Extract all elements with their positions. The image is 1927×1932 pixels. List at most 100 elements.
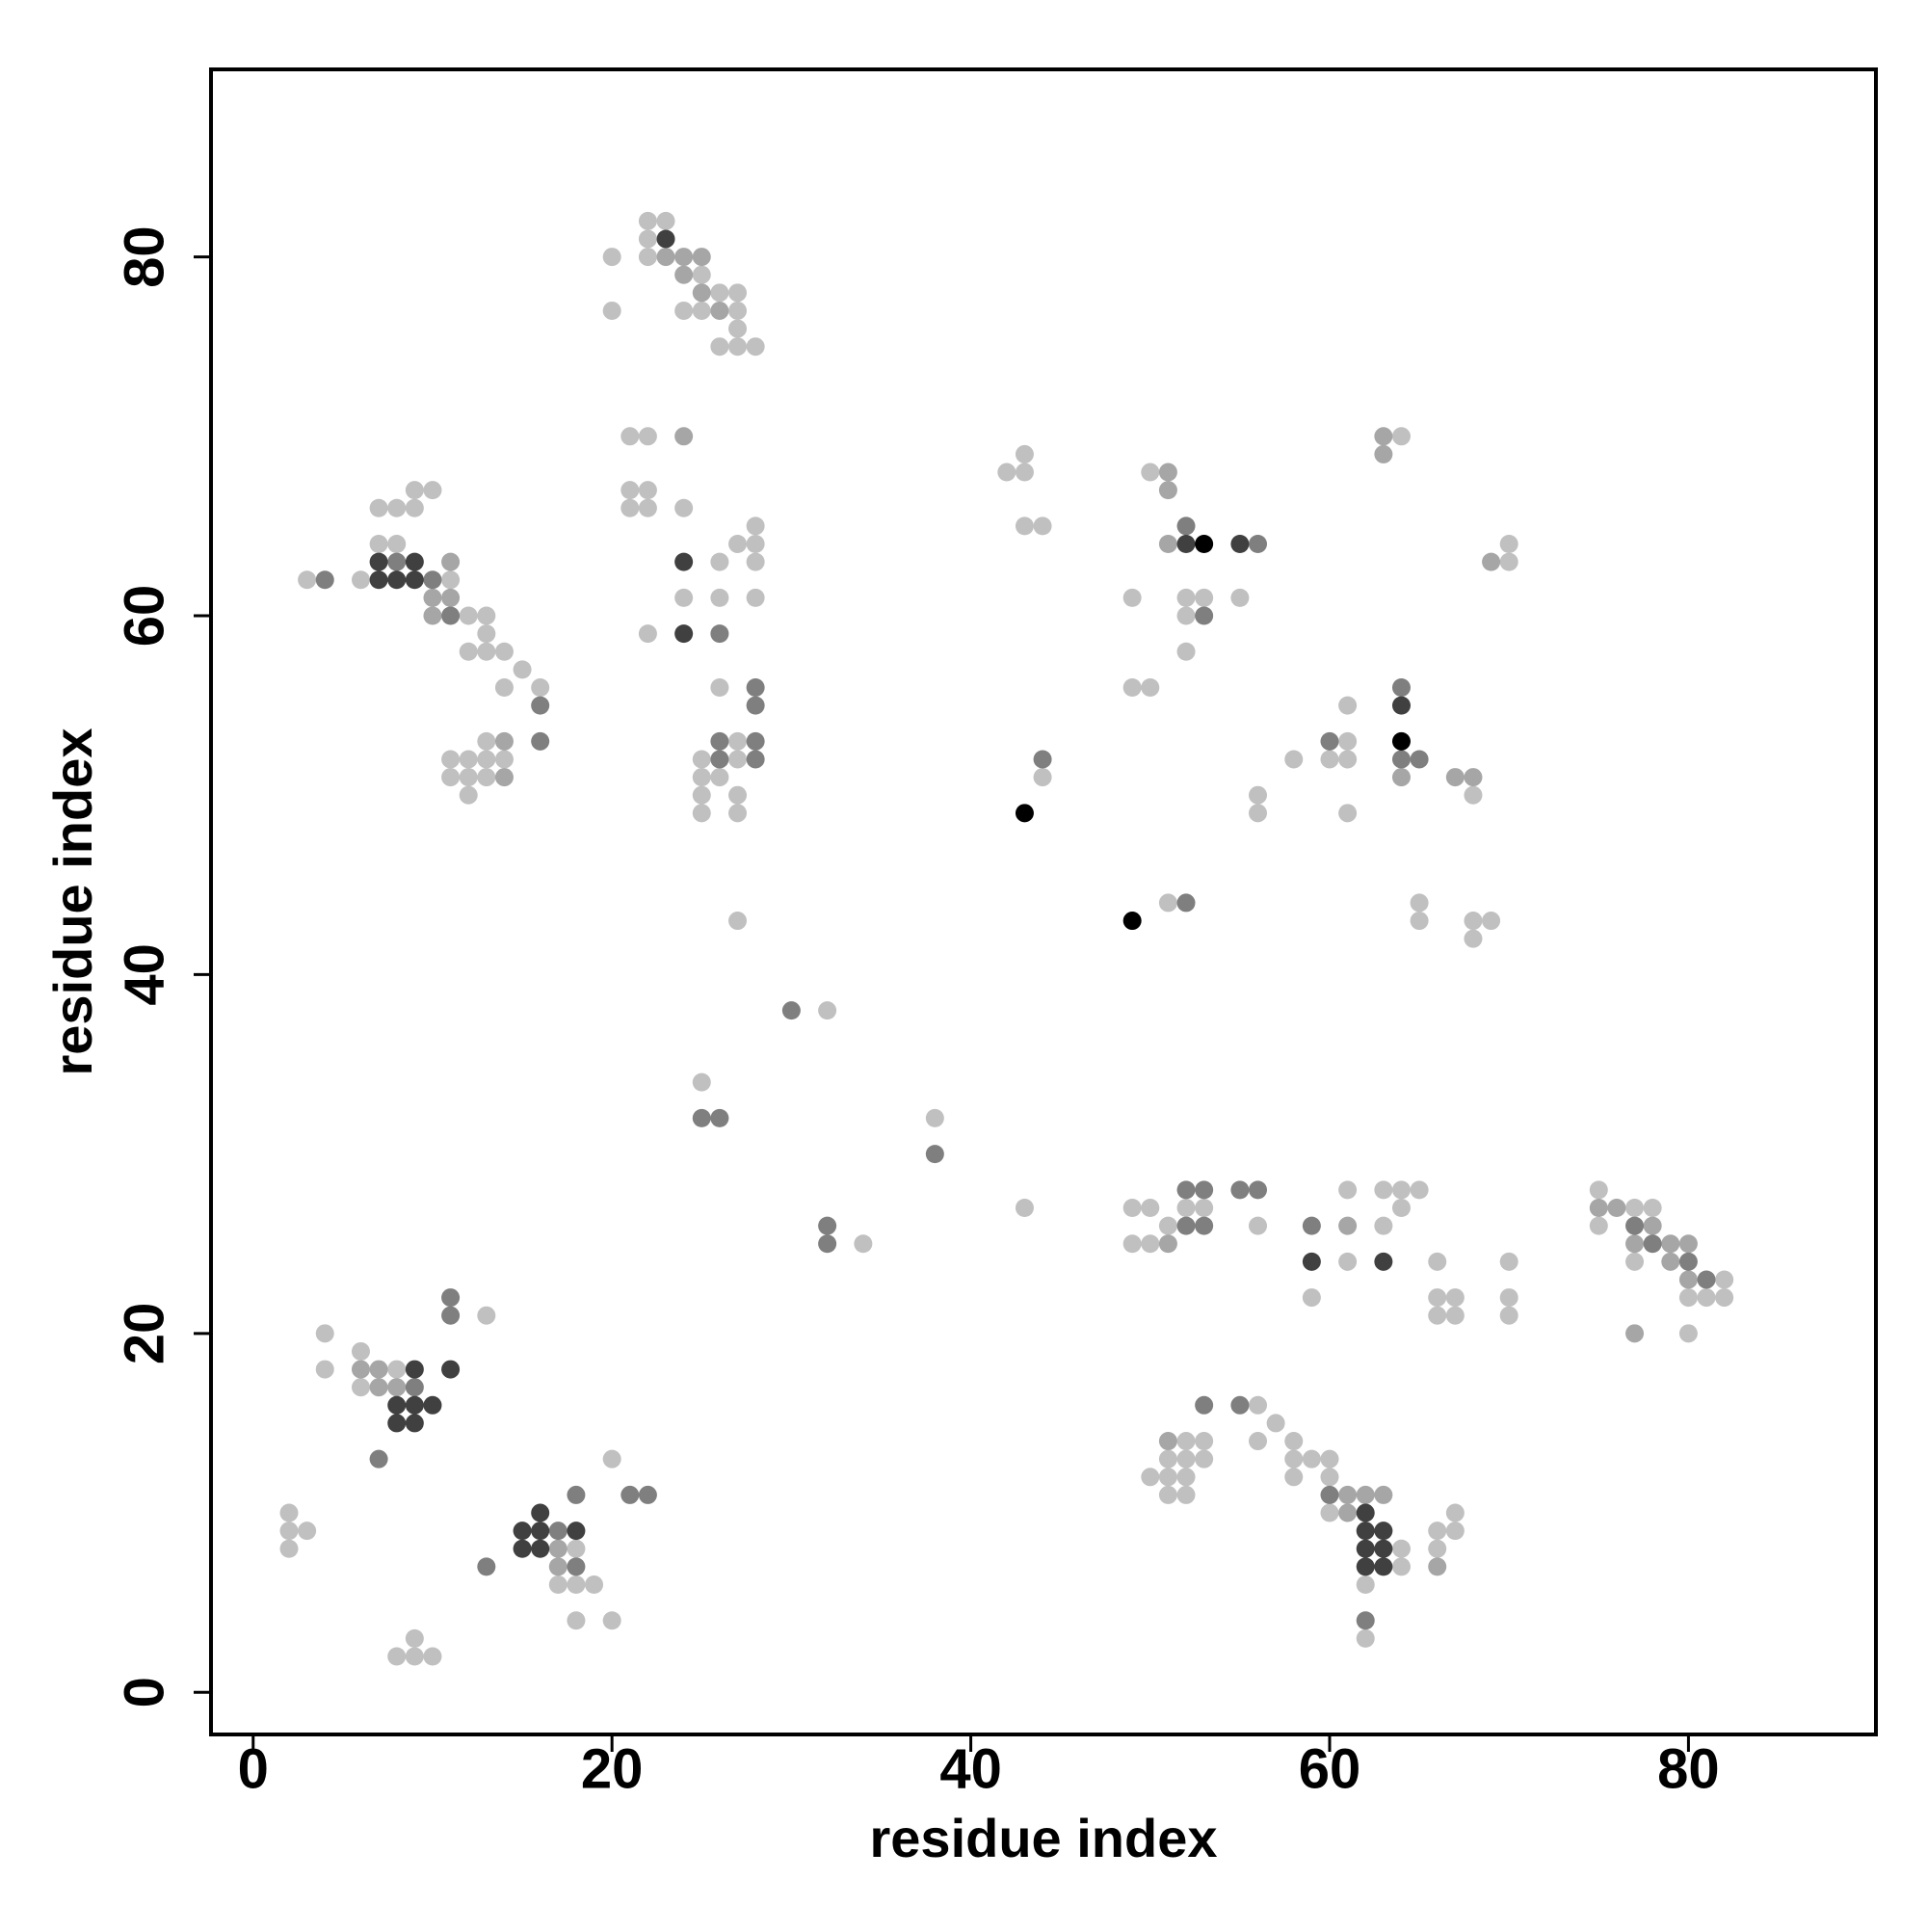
point — [1428, 1252, 1447, 1271]
point — [728, 301, 748, 320]
point — [602, 248, 621, 267]
point — [710, 1108, 729, 1127]
point — [548, 1557, 568, 1576]
point — [585, 1575, 604, 1595]
point — [477, 768, 496, 787]
point — [1158, 481, 1177, 500]
point — [1374, 1252, 1393, 1271]
point — [1338, 731, 1358, 751]
point — [548, 1575, 568, 1595]
point — [1320, 1503, 1339, 1522]
point — [369, 570, 388, 590]
point — [351, 1378, 370, 1397]
point — [477, 1557, 496, 1576]
point — [459, 768, 478, 787]
point — [1249, 785, 1268, 805]
point — [710, 588, 729, 607]
point — [459, 785, 478, 805]
point — [710, 750, 729, 769]
point — [1249, 1432, 1268, 1451]
point — [1374, 427, 1393, 446]
point — [692, 1108, 711, 1127]
point — [1033, 516, 1052, 536]
point — [674, 301, 694, 320]
point — [1158, 1234, 1177, 1254]
point — [567, 1575, 586, 1595]
point — [387, 498, 407, 517]
point — [692, 785, 711, 805]
point — [620, 481, 640, 500]
point — [1338, 696, 1358, 715]
point — [1284, 1449, 1304, 1469]
point — [692, 750, 711, 769]
point — [423, 606, 442, 625]
point — [1141, 677, 1160, 697]
point — [746, 516, 765, 536]
point — [1445, 1288, 1465, 1308]
point — [477, 624, 496, 644]
point — [1176, 588, 1196, 607]
x-tick-label: 0 — [238, 1737, 269, 1800]
point — [567, 1485, 586, 1504]
point — [1391, 731, 1411, 751]
point — [746, 750, 765, 769]
point — [1122, 677, 1142, 697]
point — [423, 588, 442, 607]
point — [369, 552, 388, 571]
point — [351, 1360, 370, 1379]
point — [1391, 768, 1411, 787]
point — [548, 1522, 568, 1541]
point — [405, 1414, 424, 1433]
point — [1678, 1324, 1698, 1343]
point — [548, 1539, 568, 1558]
point — [405, 1647, 424, 1666]
point — [1482, 912, 1501, 931]
point — [387, 552, 407, 571]
point — [656, 248, 675, 267]
point — [1410, 1180, 1429, 1200]
point — [692, 804, 711, 823]
point — [387, 535, 407, 554]
point — [567, 1611, 586, 1630]
point — [1176, 1449, 1196, 1469]
point — [1464, 912, 1483, 931]
point — [1195, 1198, 1214, 1217]
point — [1284, 750, 1304, 769]
point — [405, 498, 424, 517]
point — [1428, 1539, 1447, 1558]
point — [692, 301, 711, 320]
point — [1356, 1503, 1375, 1522]
point — [1176, 1468, 1196, 1487]
point — [1445, 1503, 1465, 1522]
point — [1356, 1522, 1375, 1541]
point — [459, 750, 478, 769]
point — [423, 570, 442, 590]
point — [674, 265, 694, 284]
point — [746, 552, 765, 571]
point — [1195, 1180, 1214, 1200]
point — [1464, 785, 1483, 805]
point — [1391, 677, 1411, 697]
point — [1158, 1432, 1177, 1451]
point — [1678, 1288, 1698, 1308]
point — [1625, 1216, 1645, 1235]
point — [620, 427, 640, 446]
point — [602, 301, 621, 320]
point — [746, 696, 765, 715]
point — [1391, 696, 1411, 715]
point — [1410, 750, 1429, 769]
point — [369, 1378, 388, 1397]
y-tick-label: 20 — [113, 1303, 175, 1365]
point — [1374, 1180, 1393, 1200]
point — [818, 1216, 837, 1235]
point — [531, 1503, 550, 1522]
point — [602, 1449, 621, 1469]
point — [494, 731, 514, 751]
point — [1338, 1252, 1358, 1271]
point — [1643, 1198, 1662, 1217]
point — [1482, 552, 1501, 571]
point — [692, 1072, 711, 1092]
point — [423, 481, 442, 500]
point — [925, 1145, 944, 1164]
